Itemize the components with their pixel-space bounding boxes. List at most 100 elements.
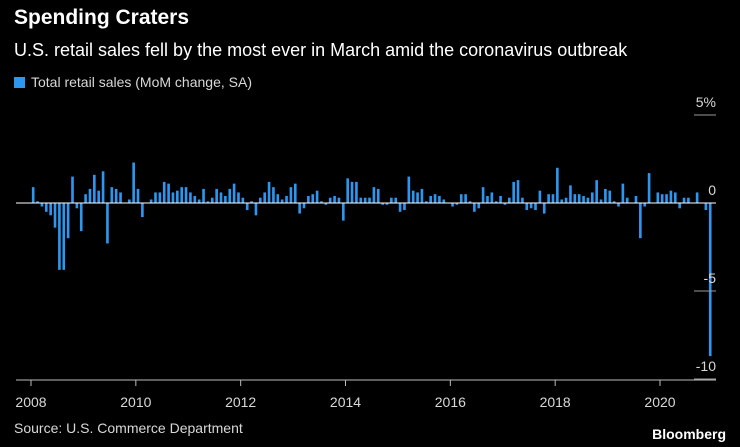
brand-logo: Bloomberg [652,426,726,442]
x-tick-label: 2014 [330,394,361,410]
bar [507,197,511,203]
bar [263,192,267,203]
bar [376,188,380,203]
bar [44,203,48,212]
bar [481,187,485,203]
bar [564,197,568,203]
bar [232,183,236,203]
bar [538,190,542,203]
bar [241,197,245,203]
bar [669,190,673,203]
bar [542,203,546,214]
bar-series [31,162,712,357]
bar [416,192,419,203]
bar [560,199,564,203]
bar [634,195,638,203]
bar [62,203,66,270]
bar [31,187,35,203]
bar [101,171,105,203]
chart-subtitle: U.S. retail sales fell by the most ever … [14,40,628,60]
bar [499,195,502,203]
bar [473,203,476,212]
bar [577,194,581,203]
y-tick-label: 0 [708,182,716,198]
bar [167,183,170,203]
bar [665,194,668,203]
bar [704,203,708,211]
bar [359,197,363,203]
bar [267,181,271,203]
bar [547,194,550,203]
bar [298,203,301,214]
y-tick-label: 5% [696,94,716,110]
bar [595,180,598,203]
bar [534,203,537,211]
bar [599,199,603,203]
bar [84,194,87,203]
source-note: Source: U.S. Commerce Department [14,420,243,436]
bar [529,203,533,209]
bar [678,203,681,209]
y-tick-label: -5 [704,270,717,286]
bar [176,190,179,203]
bar [272,187,275,203]
legend-label: Total retail sales (MoM change, SA) [31,74,252,90]
bar [639,203,642,239]
bar [215,188,218,203]
bar [451,203,454,207]
bar [307,195,310,203]
bar [612,201,616,203]
bar [556,167,559,203]
bar [337,197,341,203]
bar [687,197,690,203]
bar [407,176,411,203]
y-axis-ticks: 5% 0 -5 -10 [694,94,717,380]
bar [363,197,367,203]
bar [49,203,52,216]
bar [320,201,323,203]
bar [551,194,555,203]
bar [459,194,463,203]
bar [197,199,201,203]
bar [93,174,96,203]
bar [228,188,232,203]
bar [403,203,406,211]
bar [708,203,712,357]
bar [110,187,114,203]
bar [136,188,140,203]
bar [350,181,354,203]
x-tick-label: 2016 [435,394,466,410]
bar [390,197,393,203]
bar [625,197,629,203]
bar [346,178,349,203]
bar [682,197,686,203]
bar [477,203,481,209]
bar [503,203,507,205]
bar [521,197,524,203]
bar [280,199,284,203]
bar [512,181,515,203]
bar [132,162,135,203]
bar [79,203,83,232]
bar [590,192,594,203]
bar [189,192,192,203]
bar [673,192,677,203]
bar [381,203,384,205]
bar [75,203,79,209]
bar [66,203,70,239]
x-tick-label: 2012 [225,394,256,410]
bar [324,203,328,205]
x-axis-ticks: 2008 2010 2012 2014 2016 2018 2020 [15,380,676,410]
bar [429,195,432,203]
bar [486,195,489,203]
bar [141,203,144,218]
bar [656,192,660,203]
bar [398,203,402,212]
bar [355,181,358,203]
bar [455,203,459,205]
bar [40,203,44,207]
bar [289,187,293,203]
bar [36,201,39,203]
bar [245,203,249,211]
bar [276,194,280,203]
